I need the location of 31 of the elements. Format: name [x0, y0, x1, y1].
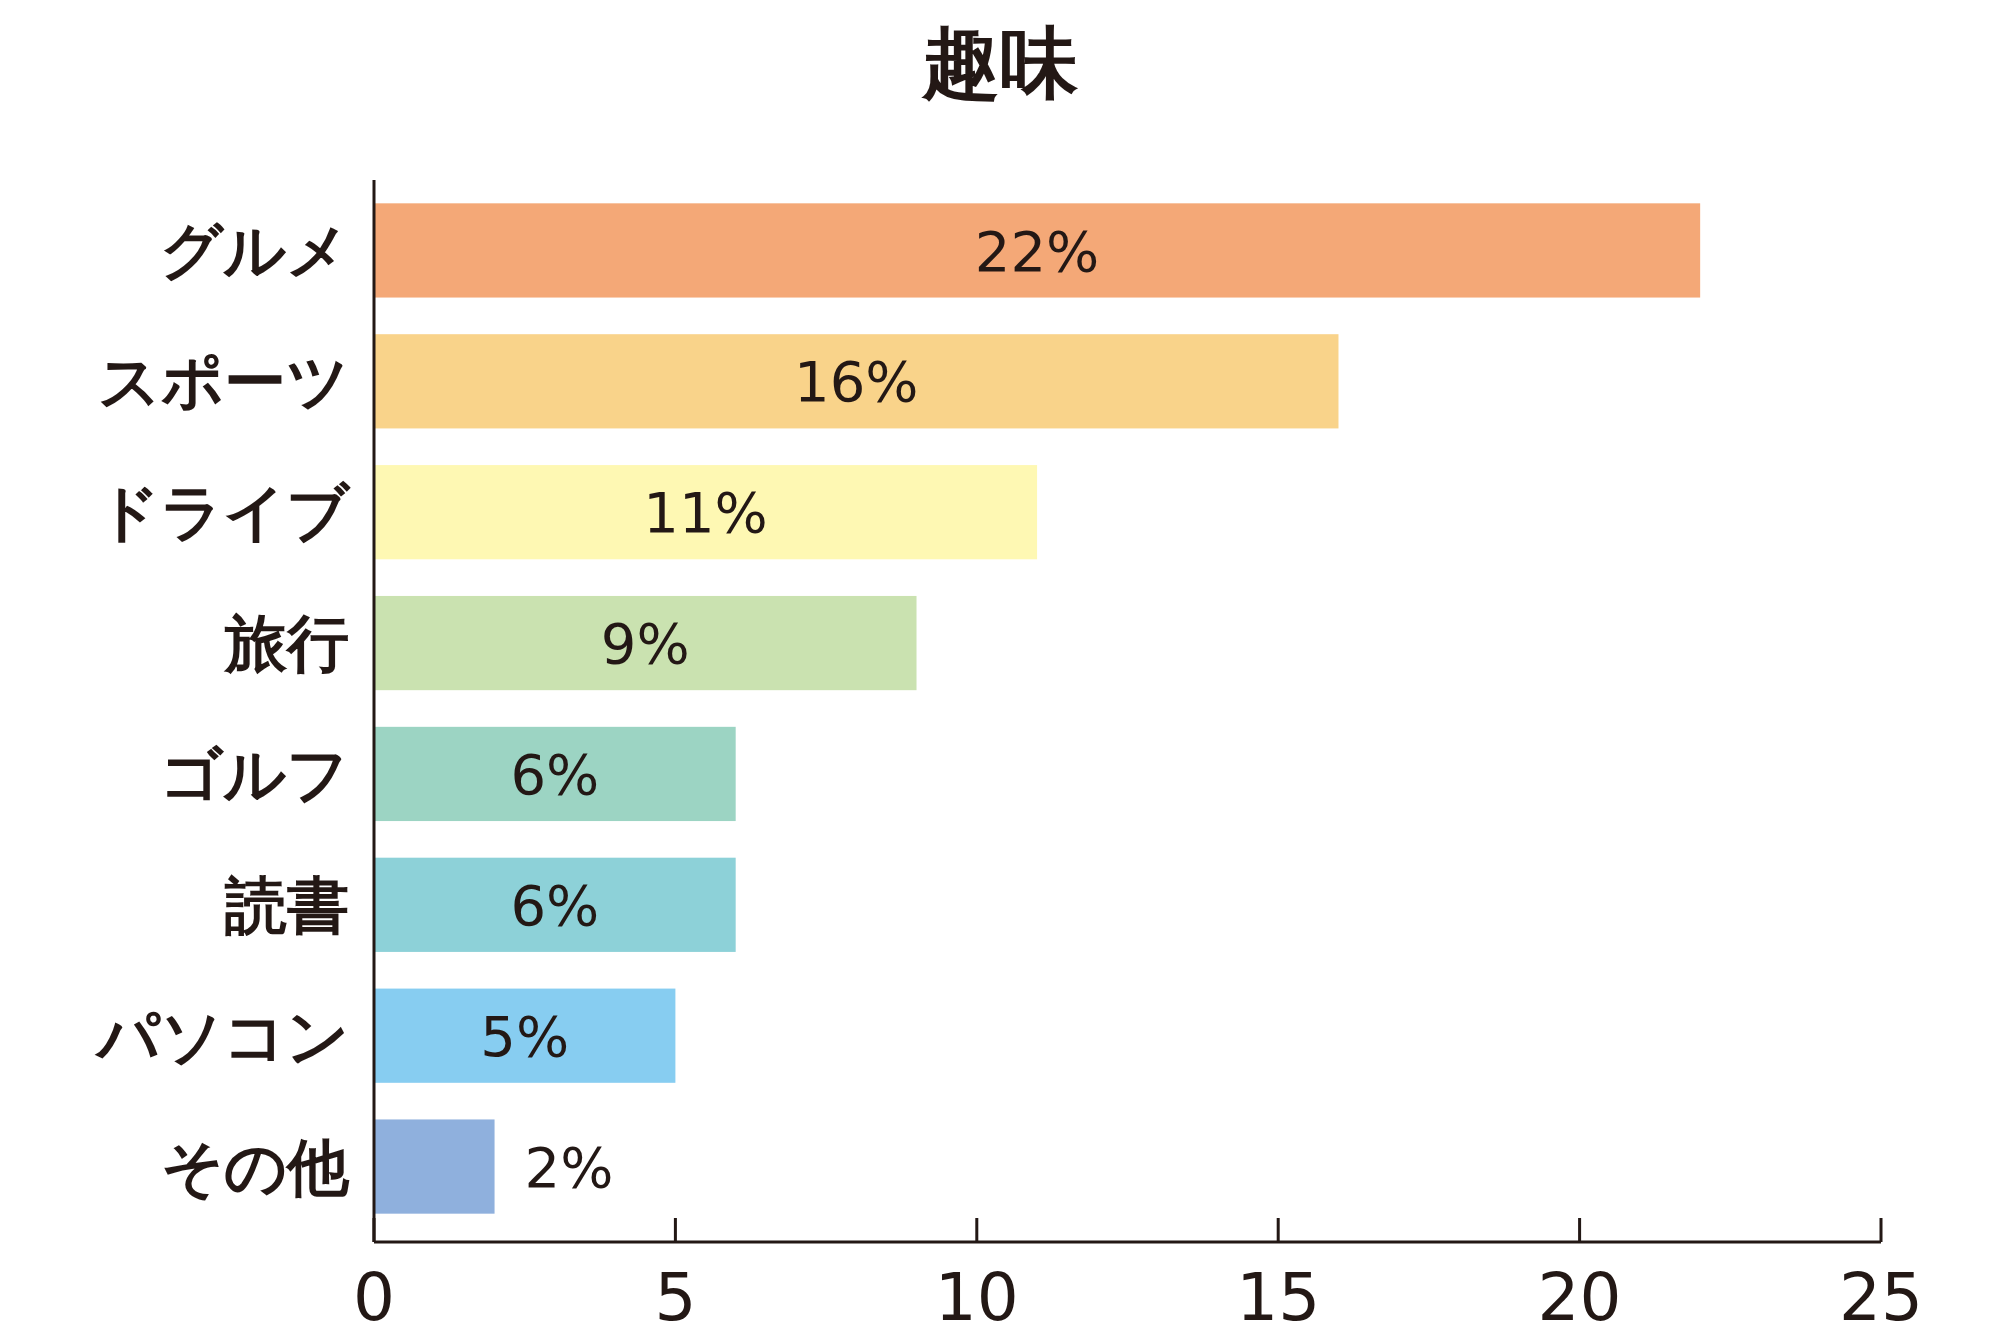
y-tick-label: スポーツ — [98, 345, 349, 419]
data-label: 6% — [510, 872, 600, 938]
y-tick-label: ドライブ — [97, 476, 351, 550]
y-tick-label: グルメ — [160, 214, 349, 288]
y-tick-label: 旅行 — [223, 607, 349, 681]
bar — [374, 988, 676, 1083]
data-label: 9% — [600, 611, 690, 677]
data-label: 5% — [480, 1003, 570, 1069]
data-label: 6% — [510, 742, 600, 808]
x-tick-label: 25 — [1839, 1259, 1923, 1333]
bar — [374, 1119, 495, 1214]
chart-title: 趣味 — [921, 18, 1079, 108]
bar — [374, 203, 1701, 298]
data-label: 22% — [974, 218, 1100, 284]
x-tick-label: 5 — [654, 1259, 697, 1333]
y-tick-label: ゴルフ — [160, 737, 349, 811]
x-tick-label: 10 — [934, 1259, 1019, 1333]
x-tick-label: 15 — [1236, 1259, 1321, 1333]
bar — [374, 595, 917, 691]
bar — [374, 465, 1038, 560]
data-label: 2% — [524, 1134, 614, 1200]
y-tick-label: その他 — [161, 1130, 350, 1204]
y-tick-label: 読書 — [224, 868, 349, 942]
data-label: 16% — [794, 349, 919, 415]
y-tick-label: パソコン — [94, 999, 349, 1073]
bar — [374, 726, 736, 822]
data-label: 11% — [643, 480, 768, 546]
x-tick-label: 20 — [1537, 1259, 1622, 1333]
bar — [374, 857, 736, 952]
x-tick-label: 0 — [353, 1259, 395, 1333]
bar — [374, 334, 1339, 429]
